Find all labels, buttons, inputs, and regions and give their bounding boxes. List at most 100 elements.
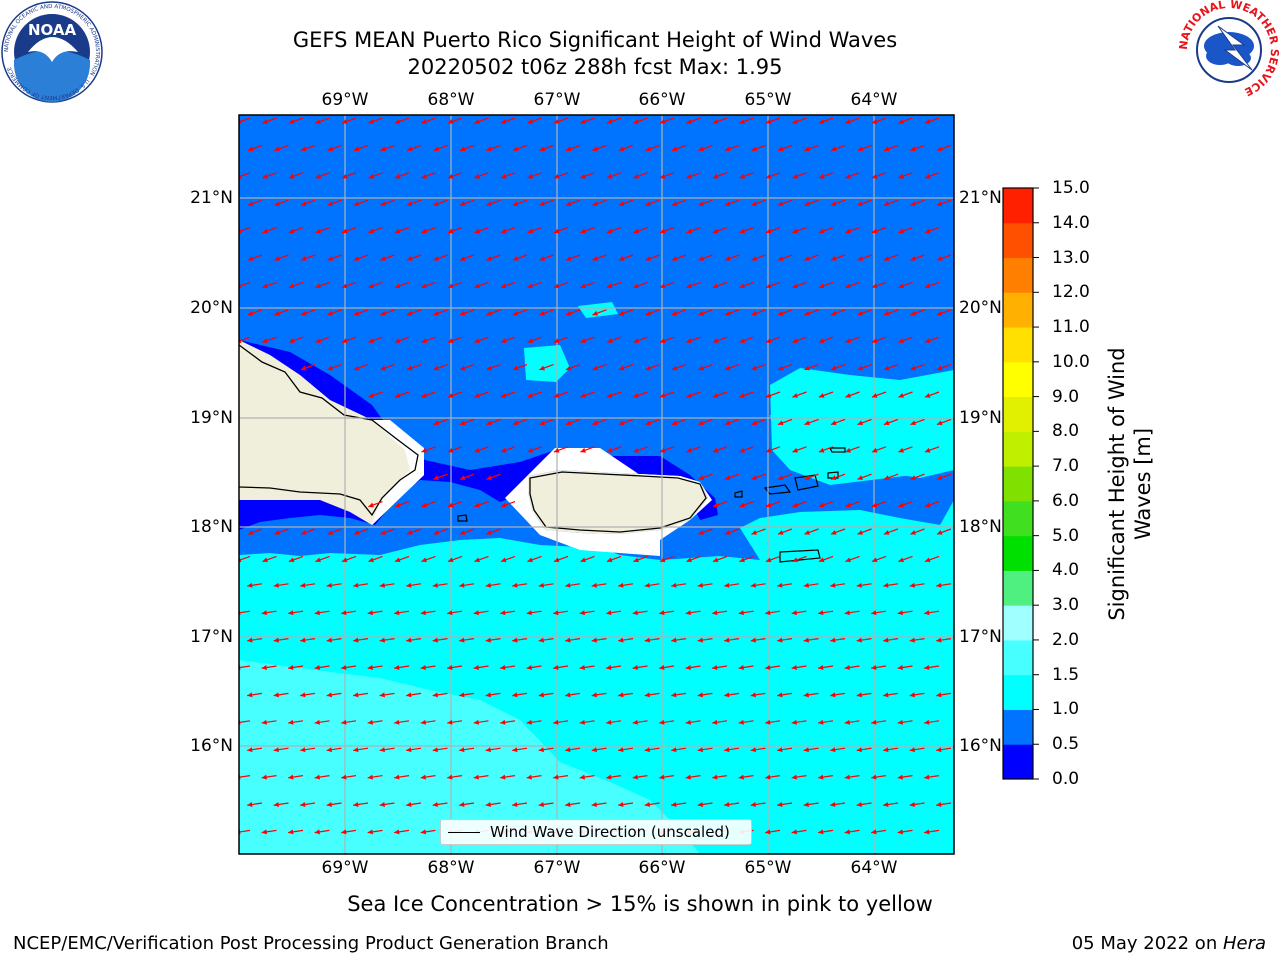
wave-arrow-head bbox=[433, 256, 439, 261]
wave-arrow-head bbox=[512, 310, 519, 316]
wave-arrow-head bbox=[712, 393, 719, 398]
wave-arrow-head bbox=[327, 310, 333, 316]
wave-arrow-head bbox=[592, 201, 598, 206]
wave-arrow-head bbox=[871, 557, 878, 563]
wave-arrow-head bbox=[671, 146, 678, 152]
wave-arrow-head bbox=[406, 201, 413, 206]
wave-arrow-head bbox=[632, 774, 638, 780]
wave-arrow-head bbox=[844, 829, 850, 835]
wave-arrow-head bbox=[368, 173, 374, 179]
wave-arrow-head bbox=[792, 393, 798, 398]
wave-arrow-head bbox=[897, 829, 903, 835]
wave-arrow-head bbox=[368, 283, 374, 289]
wave-arrow-head bbox=[406, 256, 413, 261]
lat-label-left: 16°N bbox=[190, 736, 233, 756]
wave-arrow-head bbox=[857, 475, 863, 480]
wave-arrow-head bbox=[857, 256, 863, 261]
wave-arrow-head bbox=[883, 747, 889, 753]
wave-arrow-head bbox=[698, 365, 704, 371]
wave-arrow-head bbox=[486, 420, 492, 426]
wave-arrow-head bbox=[447, 283, 454, 289]
wave-arrow-head bbox=[898, 447, 904, 453]
wave-arrow-head bbox=[406, 365, 413, 371]
wave-arrow-head bbox=[368, 119, 374, 124]
wave-arrow-head bbox=[341, 228, 348, 234]
wave-arrow-head bbox=[671, 637, 677, 643]
wave-arrow-head bbox=[300, 802, 306, 807]
colorbar-tick-label: 4.0 bbox=[1052, 560, 1080, 581]
wave-arrow-head bbox=[712, 557, 719, 563]
wave-arrow-head bbox=[871, 393, 878, 398]
wave-arrow-head bbox=[871, 119, 878, 124]
colorbar-tick-label: 1.0 bbox=[1052, 699, 1080, 720]
wave-arrow-head bbox=[792, 502, 798, 508]
lat-label-right: 20°N bbox=[959, 298, 1002, 318]
wave-arrow-head bbox=[459, 582, 465, 588]
wave-arrow-head bbox=[857, 146, 863, 152]
wave-arrow-head bbox=[897, 610, 903, 616]
wave-arrow-head bbox=[394, 173, 401, 179]
wave-arrow-head bbox=[659, 119, 666, 124]
wave-arrow-head bbox=[247, 802, 253, 807]
wave-arrow-head bbox=[845, 228, 851, 234]
wave-arrow-head bbox=[314, 829, 320, 835]
wave-arrow-head bbox=[459, 747, 465, 753]
wave-arrow-head bbox=[765, 502, 772, 508]
wave-arrow-head bbox=[924, 119, 931, 124]
wave-arrow-head bbox=[712, 610, 718, 616]
wave-arrow-head bbox=[247, 692, 253, 698]
wave-arrow-head bbox=[473, 610, 479, 616]
wave-arrow-head bbox=[844, 610, 850, 616]
lon-label-bottom: 69°W bbox=[321, 858, 369, 878]
wave-arrow-head bbox=[327, 530, 333, 535]
wave-arrow-head bbox=[606, 719, 612, 725]
wave-arrow-head bbox=[539, 256, 545, 261]
footer-host: Hera bbox=[1222, 933, 1266, 954]
wave-arrow-head bbox=[261, 829, 267, 835]
wave-arrow-head bbox=[300, 201, 307, 206]
wave-arrow-head bbox=[910, 146, 916, 152]
wave-arrow-head bbox=[724, 365, 731, 371]
wave-arrow-head bbox=[671, 310, 678, 316]
wave-arrow-head bbox=[606, 338, 613, 343]
wave-arrow-head bbox=[751, 201, 757, 206]
wave-arrow-head bbox=[288, 119, 295, 124]
wave-arrow-head bbox=[474, 447, 480, 453]
colorbar-frame bbox=[1002, 187, 1034, 780]
wave-arrow-head bbox=[592, 420, 598, 426]
wave-arrow-head bbox=[830, 692, 836, 698]
wave-arrow-head bbox=[526, 719, 532, 725]
wave-arrow-head bbox=[792, 173, 798, 179]
wave-arrow-head bbox=[288, 228, 295, 234]
colorbar-tick-label: 12.0 bbox=[1052, 282, 1090, 303]
wave-arrow-head bbox=[606, 119, 613, 124]
wave-arrow-head bbox=[527, 119, 533, 124]
wave-arrow-head bbox=[791, 610, 797, 616]
wave-arrow-head bbox=[659, 719, 665, 725]
wave-arrow-head bbox=[645, 365, 651, 371]
wave-arrow-head bbox=[300, 530, 307, 535]
wave-arrow-head bbox=[353, 146, 360, 152]
wave-arrow-head bbox=[447, 774, 453, 780]
wave-arrow-head bbox=[247, 256, 254, 261]
wave-arrow-head bbox=[500, 393, 507, 398]
wave-arrow-head bbox=[421, 228, 427, 234]
wave-arrow-head bbox=[406, 530, 413, 535]
wave-arrow-head bbox=[803, 802, 809, 807]
wave-arrow-head bbox=[538, 692, 544, 698]
colorbar-tick-label: 11.0 bbox=[1052, 317, 1090, 338]
wave-arrow-head bbox=[474, 228, 480, 234]
lat-label-right: 19°N bbox=[959, 408, 1002, 428]
wave-arrow-head bbox=[739, 557, 745, 563]
wave-arrow-head bbox=[606, 447, 613, 453]
wave-arrow-head bbox=[474, 173, 480, 179]
wave-arrow-head bbox=[474, 119, 480, 124]
wave-arrow-head bbox=[288, 610, 294, 616]
wave-arrow-head bbox=[247, 747, 253, 753]
wave-arrow-head bbox=[936, 146, 943, 152]
wave-arrow-head bbox=[341, 173, 348, 179]
wave-arrow-head bbox=[633, 228, 639, 234]
wave-arrow-head bbox=[910, 256, 916, 261]
wave-arrow-head bbox=[538, 802, 544, 807]
wave-arrow-head bbox=[883, 637, 889, 643]
